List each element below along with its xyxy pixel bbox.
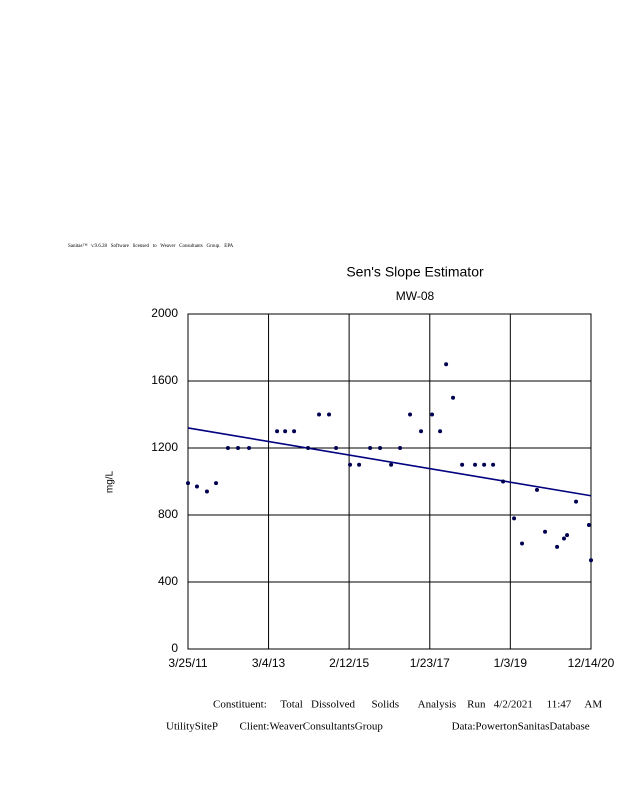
x-tick-label: 1/3/19 [494,656,528,670]
data-point [561,536,566,541]
plot-frame [187,313,592,650]
data-point [194,484,199,489]
data-point [398,446,403,450]
data-point [306,446,311,450]
y-tick-label: 800 [158,507,178,521]
data-point [334,446,339,450]
chart-title: Sen's Slope Estimator [346,264,484,280]
data-point [438,429,443,434]
data-point [368,446,373,450]
chart-subtitle: MW-08 [396,289,435,303]
x-tick-label: 12/14/20 [568,656,615,670]
data-point [473,462,478,467]
data-point [378,446,383,450]
data-point [292,429,297,434]
data-point [225,446,230,450]
data-point [430,412,435,417]
data-point [317,412,322,417]
data-point [275,429,280,434]
data-point [186,481,190,486]
y-tick-label: 1600 [151,373,178,387]
data-point [512,516,517,521]
data-point [482,462,487,467]
data-point [574,499,579,504]
y-tick-label: 0 [171,641,178,655]
data-point [236,446,241,450]
data-point [214,481,219,486]
data-point [408,412,413,417]
data-point [555,544,560,549]
footer-line: UtilitySiteP Client:WeaverConsultantsGro… [166,721,590,733]
data-point [586,523,591,528]
y-tick-label: 400 [158,574,178,588]
data-point [520,541,525,546]
data-point [389,462,394,467]
x-tick-label: 2/12/15 [329,656,369,670]
y-tick-label: 2000 [151,306,178,320]
x-tick-label: 1/23/17 [410,656,450,670]
data-point [327,412,332,417]
data-point [247,446,252,450]
x-tick-label: 3/4/13 [252,656,286,670]
data-point [419,429,424,434]
footer-line: Constituent: Total Dissolved Solids Anal… [213,699,602,711]
header: Sanitas™ v.9.6.28 Software licensed to W… [68,243,234,249]
data-point [543,529,548,534]
data-point [534,487,539,492]
y-axis-label: mg/L [105,470,116,493]
data-point [204,489,209,494]
data-point [565,533,570,538]
data-point [283,429,288,434]
y-tick-label: 1200 [151,440,178,454]
trend-line [187,427,592,497]
data-point [348,462,353,467]
data-point [357,462,362,467]
data-point [444,362,449,367]
data-point [589,558,593,563]
data-point [501,479,506,484]
data-point [460,462,465,467]
data-point [491,462,496,467]
x-tick-label: 3/25/11 [168,656,207,670]
data-point [451,395,456,400]
